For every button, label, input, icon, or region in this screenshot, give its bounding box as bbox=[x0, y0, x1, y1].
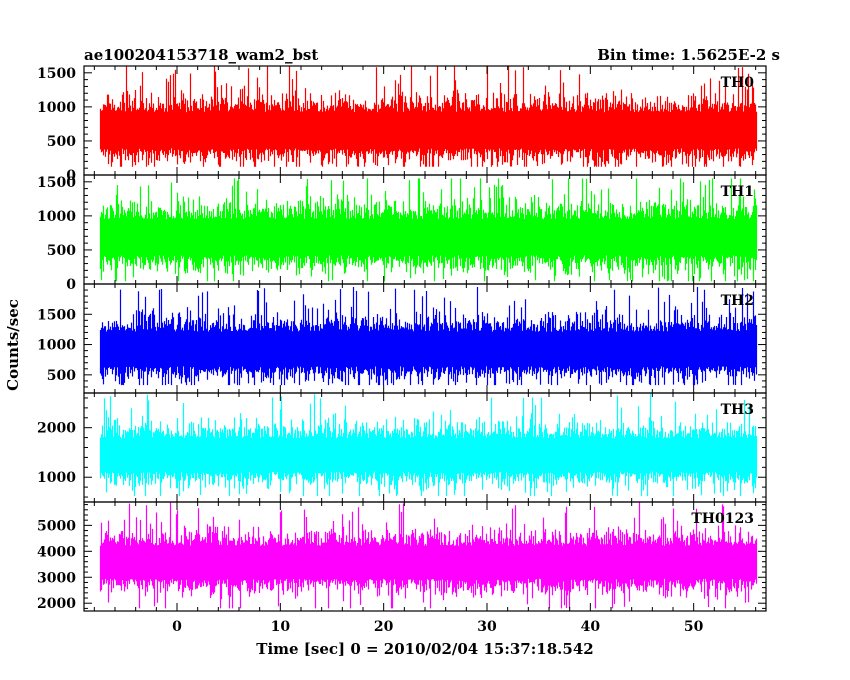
x-tick-label: 50 bbox=[684, 619, 704, 635]
series-th2 bbox=[99, 287, 758, 386]
band-label-th0: TH0 bbox=[721, 75, 755, 91]
y-tick-label: 1000 bbox=[37, 100, 76, 116]
y-tick-label: 500 bbox=[47, 134, 76, 150]
y-axis-title: Counts/sec bbox=[4, 299, 22, 391]
y-tick-label: 4000 bbox=[37, 544, 76, 560]
series-th1 bbox=[99, 178, 758, 282]
y-tick-label: 1500 bbox=[37, 175, 76, 191]
panels: 0 500 1000 1500 TH0 0 500 1000 1500 TH1 500 1000 150… bbox=[37, 65, 767, 612]
x-axis-title: Time [sec] 0 = 2010/02/04 15:37:18.542 bbox=[256, 640, 593, 658]
y-tick-label: 500 bbox=[47, 243, 76, 259]
y-tick-label: 0 bbox=[66, 277, 76, 293]
y-tick-label: 5000 bbox=[37, 518, 76, 534]
x-tick-label: 20 bbox=[374, 619, 394, 635]
y-tick-label: 2000 bbox=[37, 421, 76, 437]
y-tick-label: 3000 bbox=[37, 570, 76, 586]
y-tick-label: 1000 bbox=[37, 209, 76, 225]
band-label-th0123: TH0123 bbox=[691, 511, 754, 527]
y-tick-label: 1500 bbox=[37, 66, 76, 82]
y-tick-label: 1500 bbox=[37, 307, 76, 323]
x-tick-label: 30 bbox=[477, 619, 497, 635]
panel-th3: 1000 2000 TH3 bbox=[37, 392, 767, 503]
series-th0123 bbox=[99, 502, 758, 609]
series-th0 bbox=[99, 66, 758, 167]
x-axis: 0 10 20 30 40 50 bbox=[172, 619, 704, 635]
y-tick-label: 500 bbox=[47, 368, 76, 384]
panel-th2: 500 1000 1500 TH2 bbox=[37, 283, 767, 394]
panel-th0123: 2000 3000 4000 5000 TH0123 bbox=[37, 501, 767, 612]
y-tick-label: 0 bbox=[66, 168, 76, 184]
x-tick-label: 0 bbox=[172, 619, 182, 635]
y-tick-label: 1000 bbox=[37, 470, 76, 486]
y-tick-label: 1000 bbox=[37, 338, 76, 354]
band-label-th3: TH3 bbox=[721, 402, 754, 418]
x-tick-label: 10 bbox=[271, 619, 291, 635]
band-label-th2: TH2 bbox=[721, 293, 754, 309]
y-tick-label: 2000 bbox=[37, 596, 76, 612]
bin-time-label: Bin time: 1.5625E-2 s bbox=[597, 46, 780, 64]
series-th3 bbox=[99, 393, 758, 497]
x-tick-label: 40 bbox=[581, 619, 601, 635]
chart-title: ae100204153718_wam2_bst bbox=[84, 46, 318, 64]
panel-th0: 0 500 1000 1500 TH0 bbox=[37, 65, 767, 184]
band-label-th1: TH1 bbox=[721, 184, 754, 200]
panel-th1: 0 500 1000 1500 TH1 bbox=[37, 174, 767, 293]
